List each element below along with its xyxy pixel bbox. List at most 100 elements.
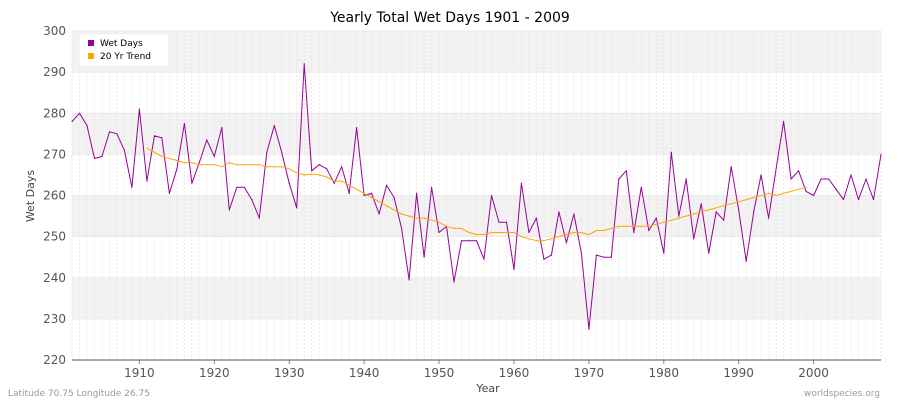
trend-point — [401, 213, 403, 215]
legend-swatch — [88, 40, 94, 46]
trend-point — [685, 215, 687, 217]
trend-point — [610, 227, 612, 229]
wet-days-point — [378, 213, 380, 215]
series-layer — [71, 63, 882, 330]
wet-days-point — [228, 209, 230, 211]
wet-days-point — [393, 197, 395, 199]
trend-point — [768, 192, 770, 194]
wet-days-point — [123, 149, 125, 151]
wet-days-point — [595, 254, 598, 256]
trend-point — [790, 190, 792, 192]
wet-days-point — [371, 192, 373, 194]
trend-point — [296, 172, 298, 174]
trend-point — [798, 188, 800, 190]
wet-days-point — [730, 166, 732, 168]
y-tick-label: 280 — [43, 106, 66, 120]
trend-point — [633, 225, 635, 227]
wet-days-point — [475, 240, 478, 242]
wet-days-point — [288, 182, 290, 184]
trend-point — [213, 164, 215, 166]
trend-point — [251, 164, 253, 166]
trend-point — [303, 174, 305, 176]
wet-days-point — [438, 231, 440, 234]
trend-point — [243, 164, 245, 166]
wet-days-point — [685, 178, 687, 180]
wet-days-point — [798, 170, 800, 172]
trend-point — [236, 164, 238, 166]
wet-days-point — [431, 186, 433, 188]
x-tick-label: 1920 — [199, 366, 230, 380]
x-tick-label: 1940 — [349, 366, 380, 380]
trend-point — [191, 162, 193, 164]
wet-days-point — [453, 281, 455, 283]
wet-days-point — [813, 194, 815, 197]
wet-days-point — [865, 178, 867, 180]
wet-days-point — [386, 184, 388, 186]
wet-days-point — [266, 151, 268, 153]
wet-days-point — [550, 254, 553, 256]
axes: 220 230 240 250 260 270 280 290 300 1910 1920 1930 1… — [43, 24, 881, 380]
trend-point — [693, 213, 695, 215]
trend-point — [318, 174, 320, 176]
wet-days-point — [273, 125, 275, 127]
wet-days-point — [213, 155, 215, 157]
wet-days-point — [565, 242, 568, 244]
y-tick-label: 230 — [43, 312, 66, 326]
wet-days-point — [828, 178, 830, 180]
trend-point — [805, 186, 807, 188]
wet-days-point — [708, 252, 710, 254]
wet-days-point — [78, 112, 81, 114]
wet-days-point — [633, 231, 635, 234]
y-axis-label: Wet Days — [24, 170, 37, 223]
trend-point — [565, 234, 568, 236]
wet-days-point — [153, 135, 155, 137]
trend-point — [408, 215, 410, 217]
chart-title: Yearly Total Wet Days 1901 - 2009 — [329, 10, 570, 26]
trend-point — [206, 164, 208, 166]
y-tick-label: 240 — [43, 271, 66, 285]
wet-days-point — [303, 63, 305, 65]
wet-days-point — [535, 217, 538, 219]
trend-point — [558, 236, 560, 238]
x-tick-label: 1970 — [574, 366, 605, 380]
wet-days-point — [820, 178, 822, 180]
trend-point — [738, 201, 740, 203]
trend-point — [445, 225, 448, 227]
trend-point — [760, 194, 762, 197]
wet-days-point — [505, 221, 508, 223]
y-tick-label: 250 — [43, 230, 66, 244]
trend-point — [730, 203, 732, 205]
wet-days-point — [610, 256, 612, 258]
wet-days-point — [191, 182, 193, 184]
wet-days-point — [603, 256, 605, 258]
trend-point — [498, 231, 500, 234]
trend-point — [153, 151, 155, 153]
trend-point — [228, 162, 230, 164]
wet-days-point — [700, 203, 702, 205]
y-tick-label: 290 — [43, 65, 66, 79]
wet-days-point — [670, 151, 672, 153]
wet-days-point — [783, 120, 785, 123]
wet-days-point — [775, 168, 777, 170]
wet-days-point — [318, 164, 320, 166]
trend-point — [363, 192, 365, 194]
wet-days-point — [423, 256, 425, 258]
trend-point — [423, 217, 425, 219]
wet-days-point — [341, 166, 343, 168]
wet-days-point — [138, 108, 140, 110]
wet-days-point — [146, 180, 148, 182]
wet-days-point — [176, 168, 178, 170]
trend-point — [715, 207, 717, 209]
y-tick-label: 260 — [43, 189, 66, 203]
wet-days-point — [71, 120, 73, 123]
wet-days-point — [693, 238, 695, 240]
trend-point — [648, 225, 650, 227]
wet-days-point — [580, 252, 583, 254]
wet-days-point — [236, 186, 238, 188]
trend-point — [550, 238, 553, 240]
wet-days-point — [348, 192, 350, 194]
legend-box — [79, 34, 169, 66]
trend-point — [393, 209, 395, 211]
wet-days-point — [648, 229, 650, 232]
